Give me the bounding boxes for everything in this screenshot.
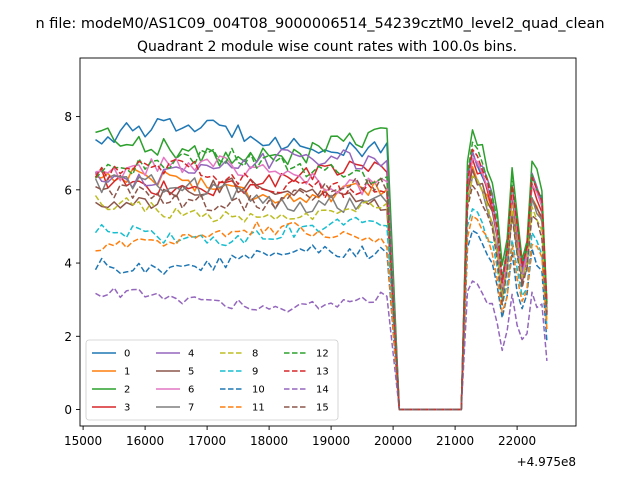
legend-label: 10 xyxy=(252,385,265,396)
series-line-4 xyxy=(94,148,548,411)
x-offset-label: +4.975e8 xyxy=(517,455,576,469)
legend-label: 8 xyxy=(252,349,258,360)
legend-label: 3 xyxy=(124,403,130,414)
x-tick-label: 18000 xyxy=(250,434,288,448)
x-tick-label: 20000 xyxy=(374,434,412,448)
series-line-11 xyxy=(95,215,548,411)
y-tick-label: 2 xyxy=(64,330,72,344)
y-tick-label: 6 xyxy=(64,183,72,197)
series-line-13 xyxy=(94,148,548,411)
legend-label: 15 xyxy=(316,403,329,414)
y-tick-label: 8 xyxy=(64,110,72,124)
series-line-8 xyxy=(94,175,548,411)
series-line-15 xyxy=(95,177,548,411)
x-tick-label: 19000 xyxy=(312,434,350,448)
legend-label: 6 xyxy=(188,385,194,396)
series-line-5 xyxy=(95,168,548,411)
legend-label: 1 xyxy=(124,367,130,378)
series-line-14 xyxy=(95,280,548,411)
x-tick-label: 17000 xyxy=(188,434,226,448)
x-tick-label: 22000 xyxy=(498,434,536,448)
legend-label: 14 xyxy=(316,385,329,396)
legend-box xyxy=(85,339,339,421)
series-layer xyxy=(94,117,548,411)
series-line-12 xyxy=(94,141,548,411)
x-tick-label: 16000 xyxy=(126,434,164,448)
series-line-10 xyxy=(94,229,548,411)
y-tick-label: 0 xyxy=(64,403,72,417)
x-tick-label: 21000 xyxy=(436,434,474,448)
legend-label: 4 xyxy=(188,349,194,360)
legend-label: 2 xyxy=(124,385,130,396)
series-line-2 xyxy=(95,127,548,411)
x-axis: 15000 16000 17000 18000 19000 20000 21000 22000 xyxy=(64,426,536,448)
series-line-9 xyxy=(94,208,548,411)
y-axis: 0 2 4 6 8 xyxy=(64,110,80,417)
legend-label: 5 xyxy=(188,367,194,378)
legend-label: 7 xyxy=(188,403,194,414)
legend-label: 11 xyxy=(252,403,265,414)
legend-label: 9 xyxy=(252,367,258,378)
series-line-6 xyxy=(95,155,548,411)
legend-label: 13 xyxy=(316,367,329,378)
x-tick-label: 15000 xyxy=(64,434,102,448)
figure-suptitle: n file: modeM0/AS1C09_004T08_9000006514_… xyxy=(35,16,604,32)
legend-label: 12 xyxy=(316,349,329,360)
y-tick-label: 4 xyxy=(64,257,72,271)
series-line-3 xyxy=(95,158,548,411)
series-line-7 xyxy=(94,174,548,411)
plot-frame xyxy=(79,57,577,427)
chart-title: Quadrant 2 module wise count rates with … xyxy=(137,39,517,55)
legend-label: 0 xyxy=(124,349,130,360)
